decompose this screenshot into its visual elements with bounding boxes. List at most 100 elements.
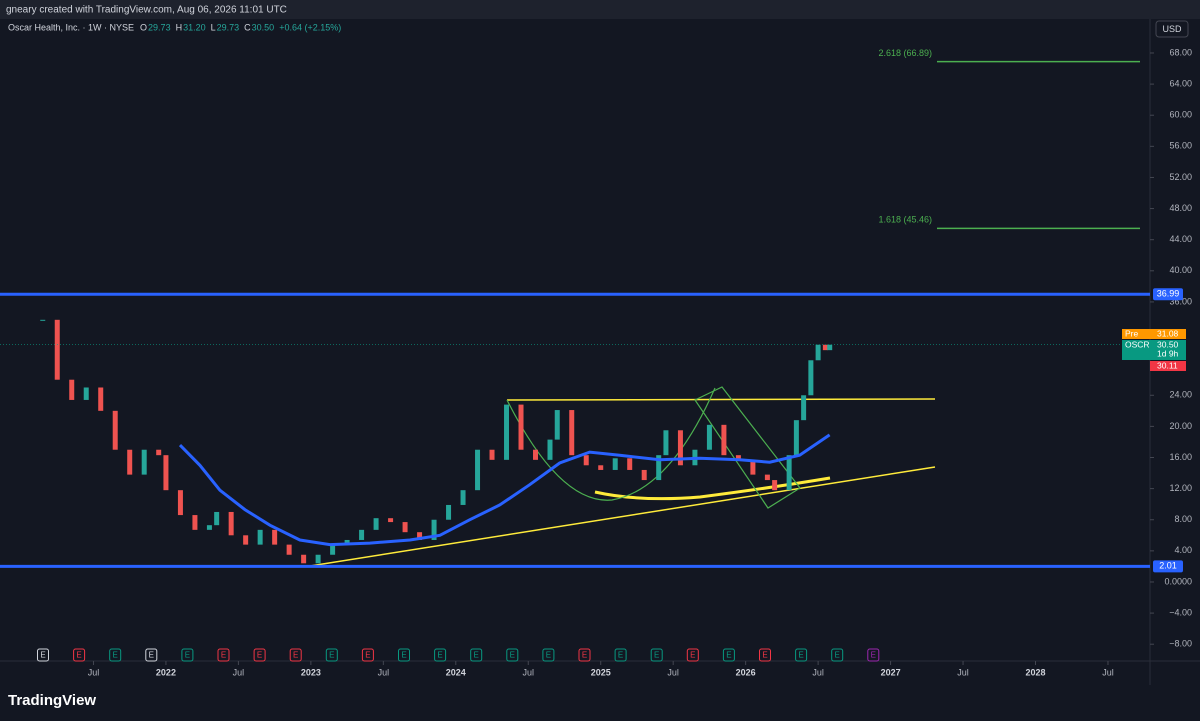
x-tick-label: 2027 (881, 667, 901, 677)
candle (388, 518, 394, 523)
x-tick-label: 2022 (156, 667, 176, 677)
event-marker (722, 648, 735, 662)
candle (402, 522, 408, 533)
event-label: E (726, 651, 731, 660)
candle (286, 544, 292, 555)
candle (112, 410, 118, 450)
event-label: E (401, 651, 406, 660)
event-label: E (221, 651, 226, 660)
event-marker (73, 648, 86, 662)
candle (243, 535, 249, 545)
top-bar (0, 0, 1200, 19)
change: +0.64 (+2.15%) (279, 22, 341, 32)
currency[interactable]: USD (1162, 24, 1182, 34)
event-label: E (690, 651, 695, 660)
y-tick-label: −8.00 (1169, 639, 1192, 649)
candle (569, 410, 575, 456)
level-tag-label: 2.01 (1159, 561, 1177, 571)
trend-line (309, 466, 936, 567)
candle (612, 458, 618, 470)
event-marker (325, 648, 338, 662)
candle (417, 532, 423, 540)
x-tick-label: Jul (812, 667, 824, 677)
level-tag (1153, 560, 1183, 573)
event-marker (759, 648, 771, 662)
candle (764, 474, 770, 481)
x-tick-label: 2024 (446, 667, 466, 677)
y-tick-label: 4.00 (1174, 545, 1192, 555)
candle (301, 554, 307, 564)
event-marker (867, 648, 880, 662)
candle (706, 424, 712, 450)
event-label: E (835, 651, 840, 660)
event-marker (109, 648, 122, 662)
candle (156, 449, 162, 456)
event-label: E (618, 651, 623, 660)
event-marker (470, 648, 483, 662)
candle (656, 455, 662, 481)
candle (431, 519, 437, 540)
level-tag-label: 36.99 (1157, 289, 1180, 299)
candle (786, 455, 792, 491)
event-marker (398, 648, 410, 662)
ohlc-value: 29.73 (148, 22, 171, 32)
event-label: E (185, 651, 190, 660)
price-tag-value: 31.08 (1157, 328, 1179, 338)
x-tick-label: 2023 (301, 667, 321, 677)
ohlc-key: H (176, 22, 183, 32)
candle (177, 490, 183, 516)
y-tick-label: 60.00 (1169, 110, 1192, 120)
event-label: E (437, 651, 442, 660)
event-marker (289, 648, 302, 662)
ohlc-value: 29.73 (217, 22, 240, 32)
event-marker (542, 648, 555, 662)
x-tick-label: Jul (233, 667, 245, 677)
candle (627, 458, 633, 470)
event-label: E (149, 651, 154, 660)
y-tick-label: 16.00 (1169, 452, 1192, 462)
candle (772, 480, 778, 491)
event-marker (614, 648, 627, 662)
y-tick-label: 12.00 (1169, 483, 1192, 493)
candle (793, 420, 799, 456)
price-tag (1122, 329, 1186, 339)
event-marker (831, 648, 844, 662)
candle (344, 539, 350, 545)
plot: 68.00 64.00 60.00 56.00 52.00 48.00 44.00 40.00… (0, 47, 1192, 677)
candle (127, 449, 133, 475)
resistance-line (506, 398, 936, 401)
candle (533, 449, 539, 460)
level-tag (1153, 288, 1183, 301)
candle (192, 515, 198, 530)
candle (827, 344, 833, 351)
event-label: E (762, 651, 767, 660)
event-marker (145, 648, 158, 662)
y-tick-label: 48.00 (1169, 203, 1192, 213)
y-tick-label: 52.00 (1169, 172, 1192, 182)
event-label: E (113, 651, 118, 660)
y-tick-label: 8.00 (1174, 514, 1192, 524)
candle (330, 544, 336, 555)
y-tick-label: 44.00 (1169, 234, 1192, 244)
event-label: E (546, 651, 551, 660)
y-tick-label: 40.00 (1169, 265, 1192, 275)
ohlc: O 29.73 H 31.20 L 29.73 C 30.50 +0.64 (+2.15%) (140, 22, 341, 32)
event-marker (686, 648, 699, 662)
x-tick-label: 2028 (1025, 667, 1045, 677)
price-tag-name: Pre (1125, 328, 1139, 338)
candle (641, 469, 647, 481)
event-label: E (654, 651, 659, 660)
candle (373, 518, 379, 530)
y-tick-label: −4.00 (1169, 607, 1192, 617)
currency-button[interactable] (1155, 20, 1189, 38)
candle (677, 430, 683, 466)
event-marker (181, 648, 194, 662)
event-marker (361, 648, 374, 662)
event-label: E (40, 651, 45, 660)
x-tick-label: 2025 (591, 667, 611, 677)
cup-arc (506, 387, 716, 501)
candle (547, 439, 553, 460)
candle (598, 465, 604, 470)
candle (83, 387, 89, 400)
